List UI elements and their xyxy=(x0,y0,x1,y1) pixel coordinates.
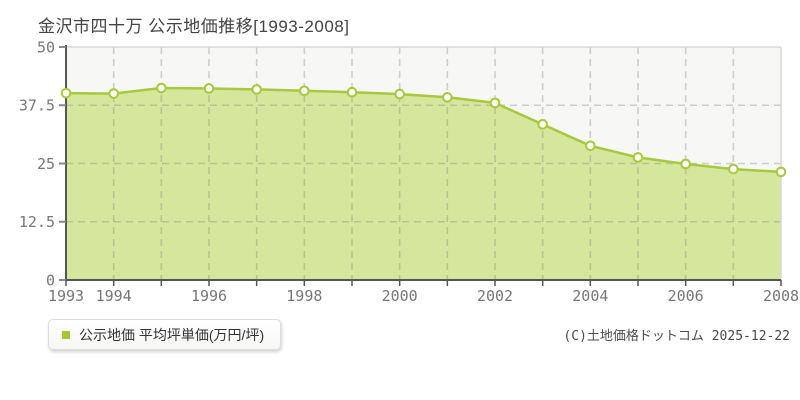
data-point-marker-1996 xyxy=(203,83,215,94)
x-tick-label: 2000 xyxy=(382,287,418,305)
data-point-marker-2007 xyxy=(728,163,739,175)
data-point-marker-2000 xyxy=(394,88,405,100)
y-tick-label: 50 xyxy=(37,38,55,56)
data-point-marker-2003 xyxy=(537,119,548,130)
data-point-marker-1997 xyxy=(251,84,262,95)
y-tick-label: 25 xyxy=(37,155,55,173)
x-tick-label: 2002 xyxy=(477,287,513,305)
y-tick-label: 12.5 xyxy=(19,213,55,231)
data-point-marker-2004 xyxy=(585,140,596,152)
data-point-marker-1998 xyxy=(299,85,310,97)
data-point-marker-2005 xyxy=(632,152,644,163)
legend-marker-square xyxy=(62,330,70,339)
data-point-marker-1995 xyxy=(156,82,167,94)
x-tick-label: 2004 xyxy=(572,287,608,305)
data-point-marker-1994 xyxy=(108,88,119,99)
data-point-marker-1993 xyxy=(60,87,72,99)
x-tick-label: 1998 xyxy=(286,287,322,305)
y-tick-label: 37.5 xyxy=(19,97,55,115)
x-tick-label: 1993 xyxy=(48,287,84,305)
x-tick-label: 2008 xyxy=(763,287,799,305)
data-point-marker-2006 xyxy=(680,158,691,170)
y-tick-label: 0 xyxy=(46,271,55,289)
data-point-marker-2008 xyxy=(775,166,787,178)
data-point-marker-2002 xyxy=(489,97,501,109)
x-tick-label: 1996 xyxy=(191,287,227,305)
legend-label: 公示地価 平均坪単価(万円/坪) xyxy=(79,326,265,343)
price-area-fill xyxy=(66,88,781,280)
price-line xyxy=(64,86,783,174)
copyright-text: (C)土地価格ドットコム 2025-12-22 xyxy=(563,329,790,344)
data-point-marker-1999 xyxy=(346,86,358,98)
legend: 公示地価 平均坪単価(万円/坪) xyxy=(48,319,282,350)
data-point-marker-2001 xyxy=(442,92,453,103)
page-title: 金沢市四十万 公示地価推移[1993-2008] xyxy=(38,17,350,36)
x-tick-label: 2006 xyxy=(668,287,704,305)
x-tick-label: 1994 xyxy=(96,287,132,305)
